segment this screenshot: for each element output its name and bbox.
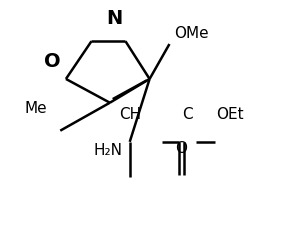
Text: N: N bbox=[106, 9, 122, 27]
Text: H₂N: H₂N bbox=[94, 143, 123, 158]
Text: O: O bbox=[175, 141, 187, 156]
Text: CH: CH bbox=[119, 107, 141, 122]
Text: Me: Me bbox=[25, 101, 47, 115]
Text: OEt: OEt bbox=[216, 107, 244, 122]
Text: OMe: OMe bbox=[174, 26, 208, 41]
Text: O: O bbox=[44, 52, 60, 71]
Text: C: C bbox=[183, 107, 193, 122]
